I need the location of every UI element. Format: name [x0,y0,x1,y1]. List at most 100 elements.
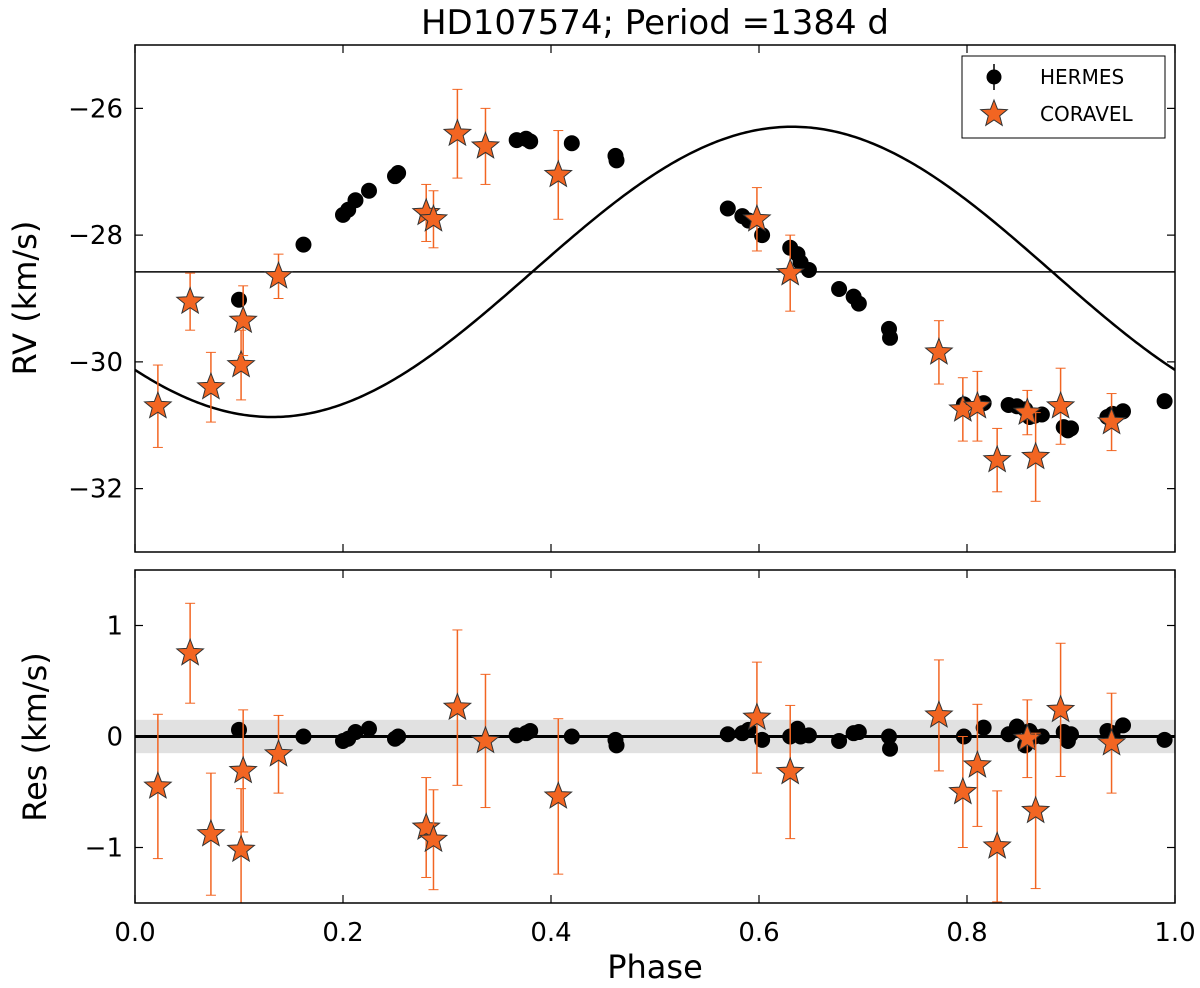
hermes-point [1115,717,1131,734]
hermes-point [1063,420,1079,437]
rv-axes-frame [134,44,1176,553]
hermes-point [608,152,625,169]
coravel-point [470,131,501,159]
legend-coravel-star [979,98,1009,127]
coravel-point [775,756,805,785]
hermes-point [608,737,625,754]
chart-title: HD107574; Period =1384 d [421,3,889,43]
coravel-point [1021,795,1051,824]
hermes-point [522,722,539,739]
coravel-point [175,637,205,666]
coravel-point [924,700,954,728]
hermes-point [850,724,867,741]
hermes-point [347,192,364,209]
coravel-point [742,203,772,232]
coravel-point [263,260,294,289]
rv-ytick-label: −32 [68,475,123,505]
hermes-point [1156,731,1173,748]
coravel-point [228,305,258,334]
hermes-point [975,719,992,736]
coravel-point [543,781,573,809]
rv-ytick-label: −28 [68,221,123,251]
coravel-point [228,755,258,784]
coravel-point [948,776,978,805]
residuals-plot-area [135,602,1175,903]
coravel-point [982,831,1012,859]
hermes-point [390,165,407,182]
coravel-point [143,390,173,419]
legend-hermes-dot [986,69,1002,85]
coravel-point [1045,390,1076,419]
hermes-point [295,728,312,745]
rv-ytick-label: −30 [68,348,123,378]
coravel-point [1012,723,1042,752]
hermes-point [522,133,539,150]
coravel-point [775,257,805,286]
coravel-point [226,349,256,378]
hermes-point [800,727,817,744]
coravel-point [1012,397,1042,426]
coravel-point [924,336,954,365]
hermes-point [390,728,407,745]
hermes-point [1115,403,1131,420]
legend-coravel-label: CORAVEL [1040,102,1134,126]
coravel-point [962,390,993,419]
res-xtick-label: 0.4 [530,918,571,948]
hermes-point [831,280,848,297]
hermes-point [295,236,312,253]
coravel-point [962,749,993,778]
hermes-point [361,182,377,199]
hermes-point [719,200,736,217]
hermes-point [800,261,817,278]
res-ytick-label: 1 [106,612,123,642]
hermes-point [754,731,771,748]
coravel-point [1045,694,1076,723]
rv-panel: −26 −28 −30 −32 RV (km/s) HERMES CORAVEL [6,44,1176,553]
coravel-point [1096,406,1127,435]
coravel-point [226,834,256,863]
hermes-point [1156,393,1173,410]
coravel-point [742,702,772,731]
legend-coravel-marker [979,98,1009,127]
coravel-point [543,159,573,188]
residuals-ylabel: Res (km/s) [16,652,54,821]
coravel-point [196,371,226,400]
coravel-point [263,738,294,767]
rv-ylabel: RV (km/s) [6,221,44,376]
coravel-point [1021,441,1051,470]
rv-ticks: −26 −28 −30 −32 [68,45,1176,552]
coravel-point [982,444,1012,473]
hermes-point [563,135,580,152]
hermes-point [347,724,364,741]
coravel-point [411,812,441,840]
coravel-point [442,118,473,147]
hermes-point [361,720,377,737]
hermes-point [831,732,848,749]
res-ytick-label: −1 [85,834,123,864]
coravel-point [196,818,226,847]
rv-ytick-label: −26 [68,94,123,124]
legend-hermes-label: HERMES [1040,65,1124,89]
legend-hermes-marker [986,64,1002,90]
hermes-point [882,329,899,346]
hermes-point [719,726,736,743]
res-xtick-label: 0.8 [946,918,987,948]
coravel-point [175,286,205,315]
xlabel: Phase [607,948,703,986]
coravel-point [418,824,449,853]
coravel-point [143,771,173,799]
legend-box [961,55,1166,139]
coravel-point [442,692,473,721]
coravel-point [418,203,449,232]
residuals-panel: 0.0 0.2 0.4 0.6 0.8 1.0 1 0 −1 Res (km/s) Phase [16,569,1196,986]
hermes-point [850,295,867,312]
hermes-point [1063,726,1079,743]
coravel-point [470,725,501,754]
residuals-ticks: 0.0 0.2 0.4 0.6 0.8 1.0 1 0 −1 [85,570,1196,948]
hermes-point [231,291,247,308]
hermes-point [563,728,580,745]
coravel-point [1096,727,1127,756]
res-ytick-label: 0 [106,723,123,753]
res-xtick-label: 0.0 [114,918,155,948]
